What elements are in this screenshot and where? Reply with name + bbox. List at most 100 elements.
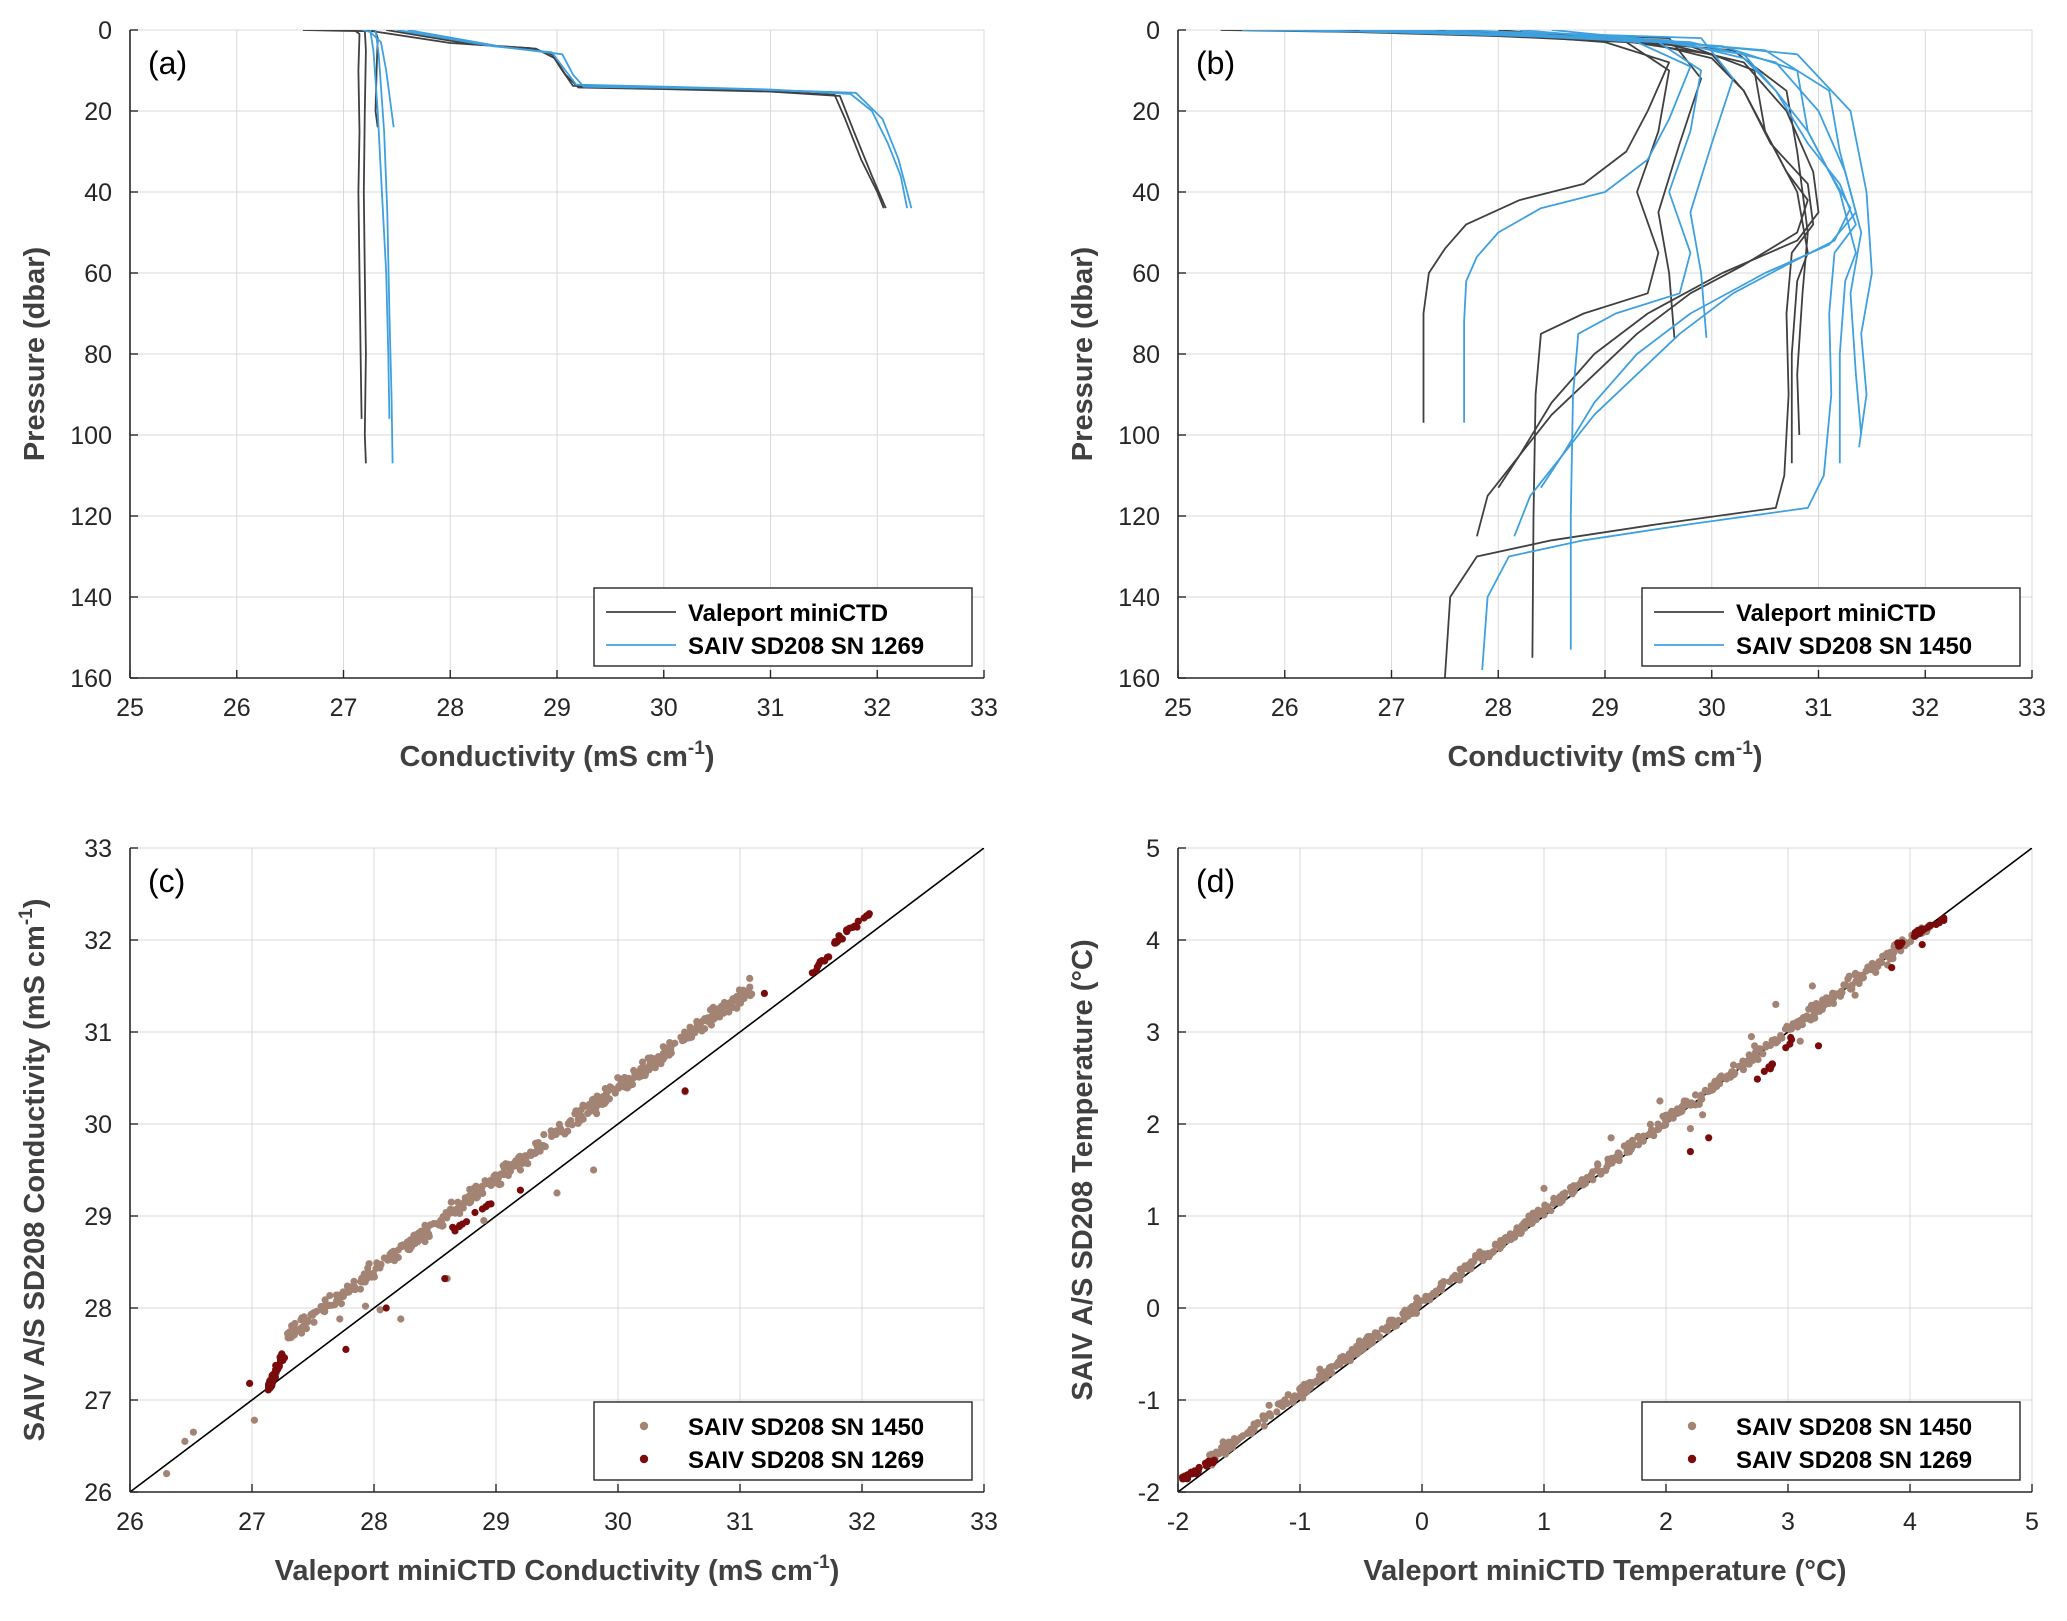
y-tick-label: 3 bbox=[1146, 1019, 1160, 1047]
data-point bbox=[1836, 990, 1845, 998]
panel-d: -2 -1 0 1 2 3 4 5 -2 -1 0 1 2 3 4 5 Valeport miniCTD Tem… bbox=[1067, 835, 2039, 1587]
legend-label: Valeport miniCTD bbox=[1736, 600, 1936, 627]
data-point bbox=[1787, 1036, 1796, 1044]
data-point bbox=[1686, 1125, 1694, 1133]
y-tick-label: 100 bbox=[1118, 422, 1160, 450]
data-point bbox=[1566, 1183, 1575, 1192]
data-point bbox=[1183, 1475, 1192, 1483]
data-point bbox=[1897, 940, 1905, 948]
data-point bbox=[1877, 959, 1885, 967]
data-point bbox=[686, 1033, 695, 1042]
data-point bbox=[1327, 1363, 1335, 1371]
legend: Valeport miniCTD SAIV SD208 SN 1269 bbox=[593, 587, 973, 667]
x-axis-label: Conductivity (mS cm-1) bbox=[399, 738, 714, 773]
data-point bbox=[646, 1058, 655, 1066]
x-axis-label: Valeport miniCTD Temperature (°C) bbox=[1363, 1555, 1846, 1587]
data-point bbox=[1337, 1356, 1345, 1364]
data-point bbox=[325, 1302, 333, 1310]
data-point bbox=[540, 1131, 548, 1139]
y-tick-label: 40 bbox=[84, 179, 112, 207]
data-point bbox=[1940, 916, 1948, 925]
profile-line bbox=[362, 30, 395, 128]
data-point bbox=[477, 1187, 485, 1196]
data-point bbox=[819, 957, 828, 965]
data-point bbox=[1484, 1249, 1492, 1257]
y-axis-label: SAIV A/S SD208 Conductivity (mS cm-1) bbox=[16, 899, 51, 1442]
data-point bbox=[1587, 1171, 1595, 1179]
x-tick-label: 30 bbox=[1698, 694, 1726, 722]
data-point bbox=[642, 1069, 650, 1078]
x-tick-label: 28 bbox=[1484, 694, 1512, 722]
panel-label: (b) bbox=[1196, 45, 1235, 81]
data-point bbox=[512, 1162, 520, 1170]
data-point bbox=[461, 1197, 469, 1205]
data-point bbox=[189, 1428, 197, 1436]
data-point bbox=[1629, 1141, 1637, 1149]
y-tick-label: 60 bbox=[84, 260, 112, 288]
data-point bbox=[1774, 1037, 1782, 1045]
data-point bbox=[451, 1227, 459, 1235]
legend-label: Valeport miniCTD bbox=[688, 600, 888, 627]
data-point bbox=[1716, 1080, 1724, 1088]
data-point bbox=[1649, 1126, 1657, 1135]
data-point bbox=[453, 1207, 461, 1215]
x-tick-label: 25 bbox=[1164, 694, 1192, 722]
data-point bbox=[1723, 1072, 1731, 1080]
data-point bbox=[471, 1208, 479, 1217]
y-tick-label: 27 bbox=[84, 1387, 112, 1415]
data-point bbox=[1594, 1161, 1602, 1169]
profile-line bbox=[1391, 30, 1702, 650]
y-axis-label: SAIV A/S SD208 Temperature (°C) bbox=[1067, 939, 1099, 1400]
y-tick-label: 2 bbox=[1146, 1111, 1160, 1139]
data-point bbox=[1550, 1194, 1558, 1202]
data-point bbox=[1597, 1170, 1605, 1178]
data-point bbox=[1752, 1047, 1760, 1056]
x-tick-label: 31 bbox=[726, 1508, 754, 1536]
data-point bbox=[1310, 1378, 1318, 1386]
y-axis-label: Pressure (dbar) bbox=[1067, 247, 1099, 461]
data-point bbox=[1359, 1345, 1367, 1353]
x-tick-label: 33 bbox=[970, 694, 998, 722]
y-tick-label: 5 bbox=[1146, 835, 1160, 863]
data-point bbox=[808, 969, 816, 977]
data-point bbox=[1202, 1462, 1210, 1470]
data-point bbox=[300, 1313, 308, 1321]
data-point bbox=[336, 1315, 344, 1323]
data-point bbox=[1872, 968, 1880, 977]
data-point bbox=[276, 1357, 285, 1365]
data-point bbox=[1515, 1226, 1523, 1234]
data-point bbox=[1851, 991, 1859, 999]
data-point bbox=[553, 1189, 561, 1197]
data-point bbox=[1686, 1148, 1694, 1156]
data-point bbox=[1363, 1333, 1372, 1341]
data-point bbox=[725, 999, 734, 1007]
data-point bbox=[1868, 960, 1876, 969]
profile-line bbox=[353, 30, 363, 419]
data-point bbox=[637, 1064, 645, 1073]
data-point bbox=[1918, 941, 1926, 949]
data-point bbox=[1209, 1459, 1217, 1467]
data-point bbox=[526, 1151, 534, 1159]
data-point bbox=[425, 1232, 433, 1240]
data-point bbox=[1888, 964, 1896, 972]
y-tick-label: 0 bbox=[1146, 1295, 1160, 1323]
data-point bbox=[1808, 982, 1816, 990]
legend-box bbox=[593, 1401, 973, 1481]
data-point bbox=[1664, 1114, 1672, 1122]
x-tick-label: 26 bbox=[1271, 694, 1299, 722]
data-point bbox=[484, 1200, 493, 1208]
panel-a: 25 26 27 28 29 30 31 32 33 0 20 40 60 80 100 120 140 160 C… bbox=[19, 17, 998, 773]
data-point bbox=[864, 911, 873, 919]
data-point bbox=[1772, 1000, 1780, 1009]
data-point bbox=[1386, 1316, 1394, 1324]
data-point bbox=[635, 1073, 643, 1081]
data-point bbox=[725, 1008, 733, 1016]
data-point bbox=[691, 1029, 699, 1037]
data-point bbox=[1669, 1114, 1677, 1122]
data-point bbox=[454, 1198, 462, 1206]
data-point bbox=[342, 1345, 350, 1353]
x-tick-label: 4 bbox=[1903, 1508, 1917, 1536]
x-tick-label: 27 bbox=[1378, 694, 1406, 722]
x-tick-label: 27 bbox=[238, 1508, 266, 1536]
legend: Valeport miniCTD SAIV SD208 SN 1450 bbox=[1641, 587, 2021, 667]
